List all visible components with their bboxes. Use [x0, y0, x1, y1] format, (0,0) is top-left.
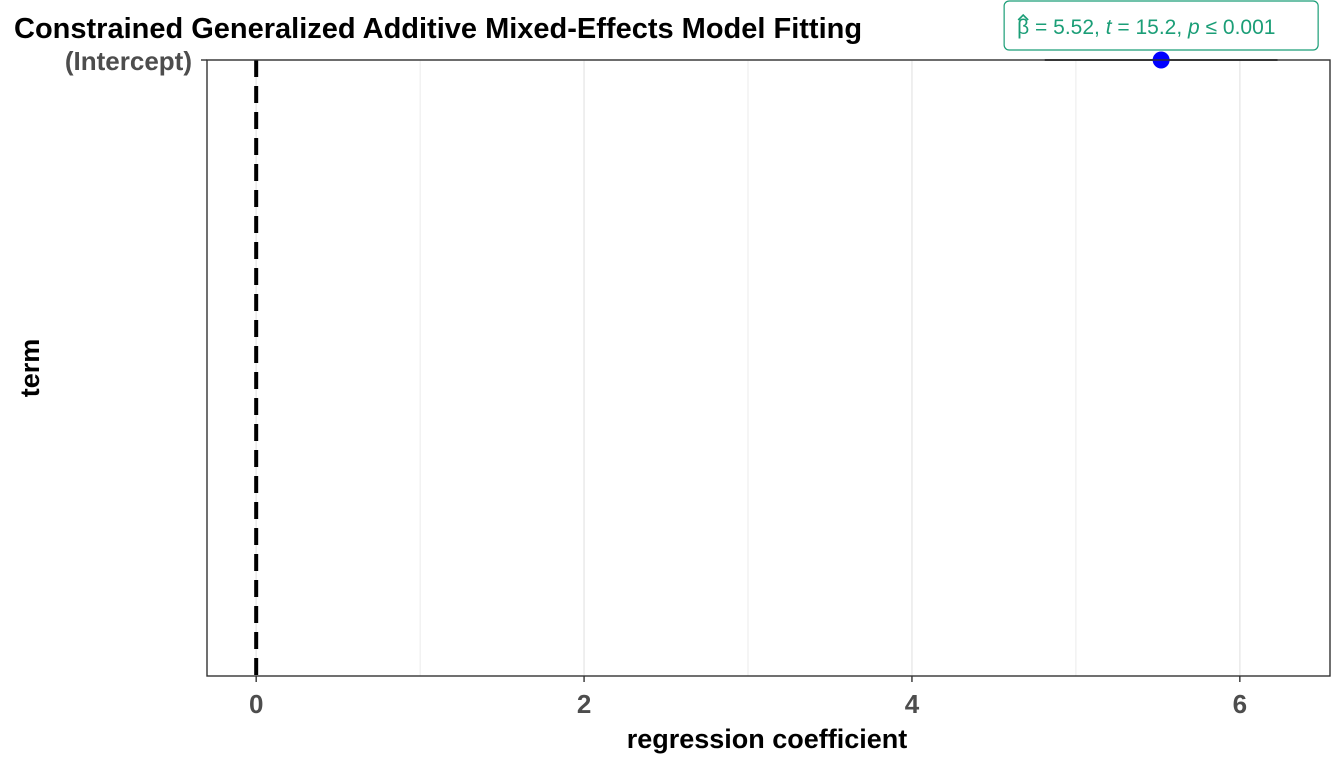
annotation-equals: =	[1029, 16, 1053, 39]
x-tick-label: 0	[249, 689, 263, 719]
annotation-separator: ,	[1176, 16, 1188, 39]
y-tick-label: (Intercept)	[65, 46, 192, 76]
x-tick-label: 2	[577, 689, 591, 719]
annotation-t-label: t	[1106, 16, 1113, 39]
annotation-separator: ,	[1094, 16, 1106, 39]
x-tick-label: 6	[1233, 689, 1247, 719]
beta-hat-icon	[1017, 13, 1029, 21]
x-tick-label: 4	[905, 689, 920, 719]
chart-title: Constrained Generalized Additive Mixed-E…	[14, 13, 862, 45]
annotation-p-value: 0.001	[1223, 16, 1276, 39]
y-axis-title: term	[15, 339, 45, 398]
annotation-beta-symbol: β	[1017, 16, 1029, 39]
annotation-label: β = 5.52, t = 15.2, p ≤ 0.001	[1017, 16, 1275, 39]
gridlines	[207, 59, 1330, 676]
annotation-p-label: p	[1187, 16, 1200, 39]
annotation-t-value: 15.2	[1135, 16, 1176, 39]
annotation-leq: ≤	[1200, 16, 1223, 39]
x-axis-title: regression coefficient	[627, 724, 908, 754]
axes: 0 2 4 6 (Intercept)	[65, 46, 1247, 719]
annotation-group: β = 5.52, t = 15.2, p ≤ 0.001	[1003, 0, 1319, 51]
annotation-equals: =	[1112, 16, 1136, 39]
panel-border	[206, 59, 1331, 677]
annotation-beta-value: 5.52	[1053, 16, 1094, 39]
annotation-box	[1003, 0, 1319, 51]
